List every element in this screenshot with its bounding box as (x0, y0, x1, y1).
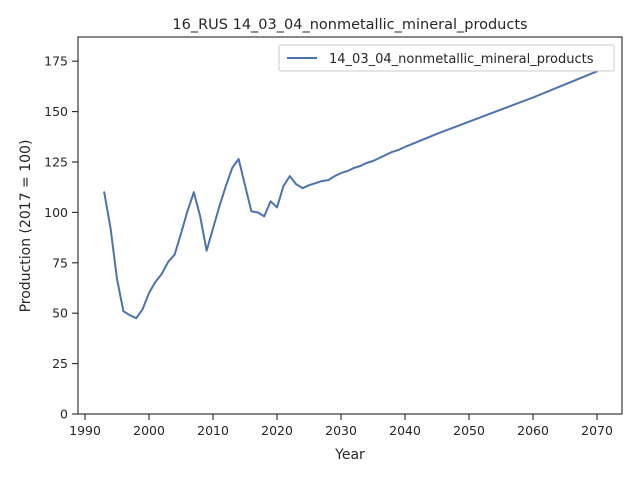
y-tick-label: 75 (52, 255, 68, 270)
axis-ticks: 1990 2000 2010 2020 2030 2040 2050 2060 2070 0 25 5… (44, 54, 613, 438)
x-axis-label: Year (334, 447, 365, 463)
y-tick-label: 125 (44, 154, 68, 169)
y-tick-label: 175 (44, 54, 68, 69)
x-tick-label: 2030 (325, 423, 357, 438)
series-line (103, 70, 598, 320)
y-tick-label: 50 (52, 306, 68, 321)
y-axis-label: Production (2017 = 100) (18, 140, 34, 313)
legend-label: 14_03_04_nonmetallic_mineral_products (329, 52, 594, 67)
plot-frame (77, 36, 623, 415)
chart-title: 16_RUS 14_03_04_nonmetallic_mineral_prod… (172, 17, 527, 33)
x-tick-label: 2060 (517, 423, 549, 438)
y-tick-label: 25 (52, 356, 68, 371)
y-tick-label: 150 (44, 104, 68, 119)
x-tick-label: 2070 (581, 423, 613, 438)
y-tick-label: 0 (60, 407, 68, 422)
x-tick-label: 1990 (69, 423, 101, 438)
legend-box (278, 44, 615, 72)
x-tick-label: 2040 (389, 423, 421, 438)
legend: 14_03_04_nonmetallic_mineral_products (278, 44, 615, 72)
x-tick-label: 2010 (197, 423, 229, 438)
x-tick-label: 2000 (133, 423, 165, 438)
x-tick-label: 2050 (453, 423, 485, 438)
x-tick-label: 2020 (261, 423, 293, 438)
y-tick-label: 100 (44, 205, 68, 220)
